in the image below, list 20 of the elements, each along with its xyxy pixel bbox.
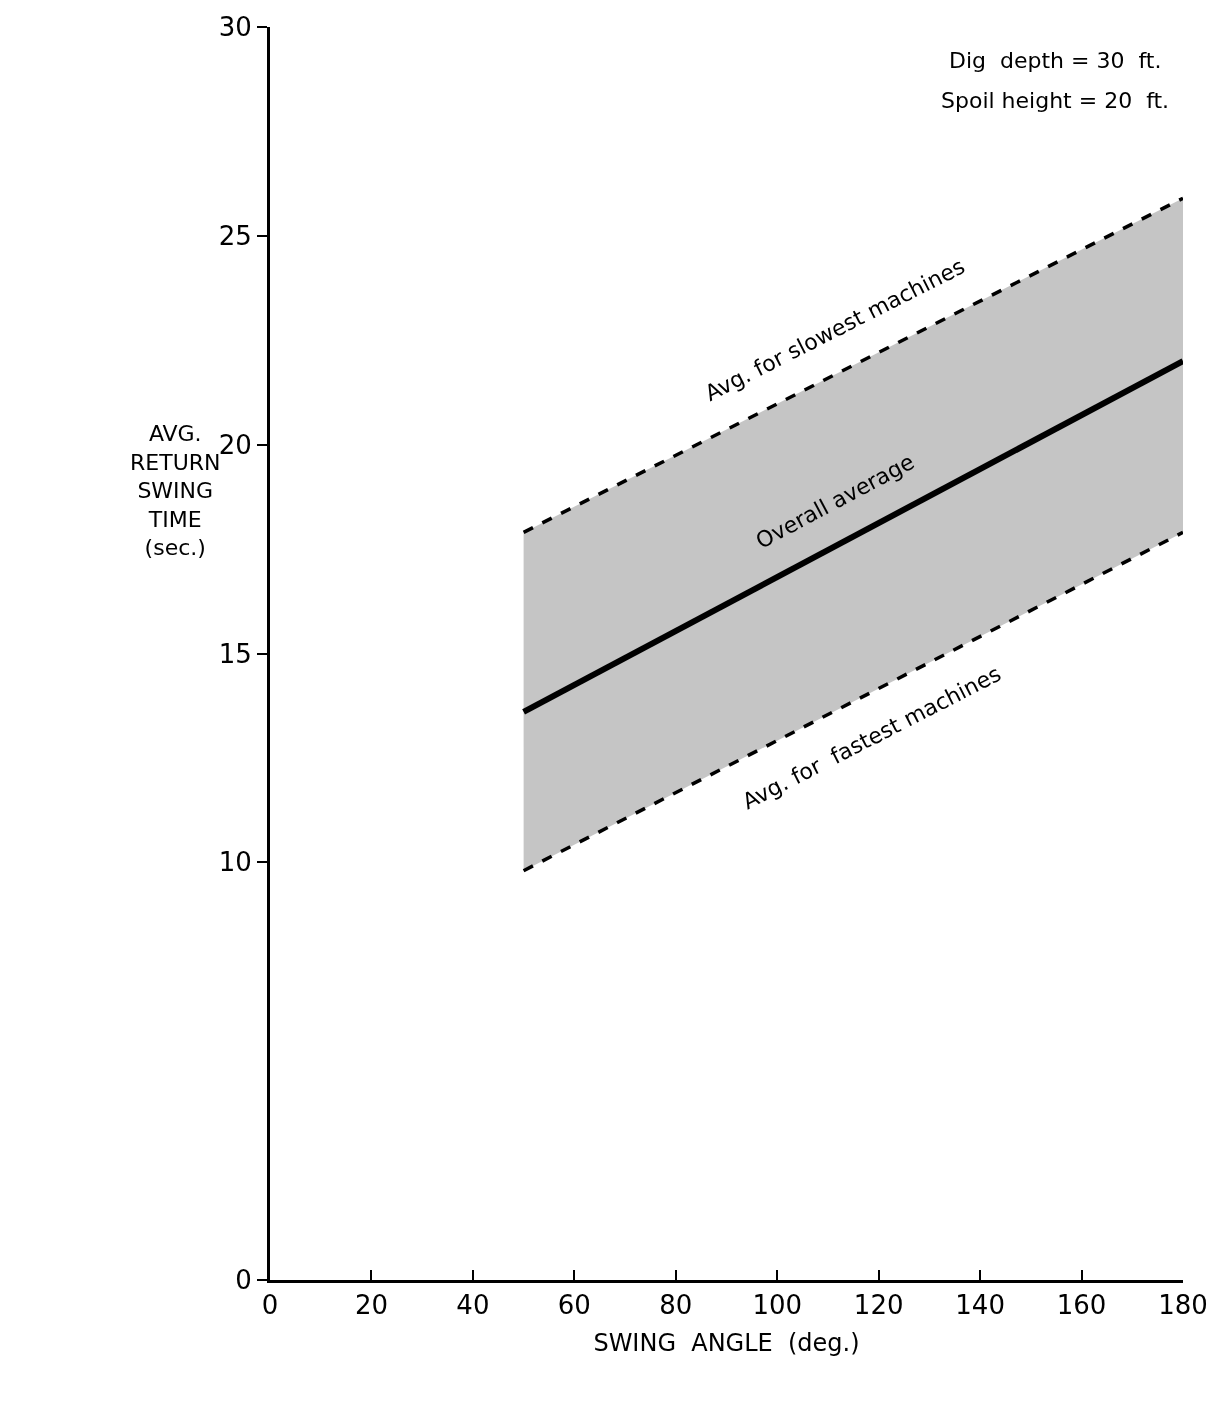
x-tick-label: 140 bbox=[955, 1290, 1005, 1321]
x-tick-label: 100 bbox=[752, 1290, 803, 1321]
y-tick-label: 15 bbox=[218, 638, 252, 669]
x-tick-label: 120 bbox=[853, 1290, 904, 1321]
x-tick-label: 80 bbox=[659, 1290, 693, 1321]
annotation: Dig depth = 30 ft. bbox=[949, 48, 1162, 73]
y-tick-label: 0 bbox=[235, 1265, 252, 1296]
y-tick-label: 25 bbox=[218, 220, 252, 251]
x-tick-label: 20 bbox=[354, 1290, 388, 1321]
x-tick-label: 0 bbox=[261, 1290, 279, 1321]
x-axis-title: SWING ANGLE (deg.) bbox=[593, 1328, 860, 1357]
annotation: Spoil height = 20 ft. bbox=[941, 88, 1170, 113]
y-axis-title: AVG. RETURN SWING TIME (sec.) bbox=[130, 421, 221, 561]
y-tick-label: 10 bbox=[218, 847, 252, 878]
y-tick-label: 30 bbox=[218, 12, 252, 43]
x-tick-label: 60 bbox=[557, 1290, 591, 1321]
x-tick-label: 160 bbox=[1056, 1290, 1107, 1321]
x-tick-label: 40 bbox=[456, 1290, 490, 1321]
y-tick-label: 20 bbox=[218, 429, 252, 460]
x-tick-label: 180 bbox=[1158, 1290, 1208, 1321]
